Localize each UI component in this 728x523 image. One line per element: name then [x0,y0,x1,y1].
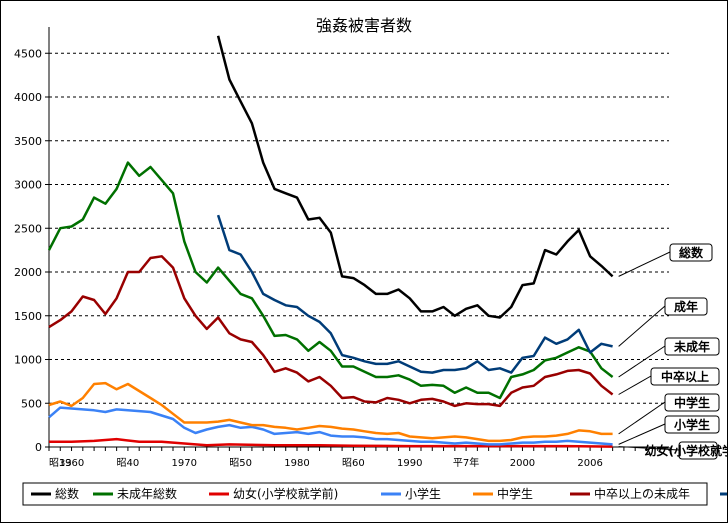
legend-label: 中卒以上の未成年 [594,486,690,501]
legend-label: 小学生 [405,486,441,501]
callout-leader [618,423,666,445]
callout-box [664,393,720,412]
y-tick-label: 0 [35,441,42,454]
y-tick-label: 1000 [14,354,42,367]
legend-label: 幼女(小学校就学前) [233,486,338,501]
callout-leader [618,345,666,378]
x-tick-label: 昭60 [342,457,365,469]
axes: 050010001500200025003000350040004500昭331… [14,27,670,469]
callout-leader [618,401,666,435]
callout-label: 総数 [679,245,704,260]
callout-leader [618,375,652,395]
legend-label: 未成年総数 [117,486,177,501]
series-line-3 [48,406,613,446]
callout-label: 小学生 [674,417,710,432]
callout-box [669,243,713,262]
y-tick-label: 2000 [14,266,42,279]
x-tick-label: 昭50 [229,457,252,469]
y-tick-label: 4000 [14,91,42,104]
callout-leader [618,251,671,277]
callout-label: 幼女(小学校就学前) [645,443,727,458]
callout-label: 中卒以上 [661,369,709,384]
x-tick-label: 1960 [59,458,84,469]
chart-title: 強姦被害者数 [316,16,412,35]
x-tick-label: 1970 [172,458,197,469]
callout-label: 成年 [674,299,698,314]
x-tick-label: 2006 [577,458,602,469]
y-tick-label: 3500 [14,135,42,148]
series-line-1 [47,161,614,400]
series-line-6 [216,214,613,374]
x-tick-label: 昭40 [117,457,140,469]
callout-box [678,441,718,460]
callout-box [650,367,720,386]
x-tick-label: 1990 [397,458,422,469]
legend-box [22,482,708,506]
y-tick-label: 2500 [14,222,42,235]
series-layer [47,35,614,448]
callout-box [664,297,708,316]
callout-label: 未成年 [673,339,710,354]
callout-label: 中学生 [674,395,710,410]
y-tick-label: 1500 [14,310,42,323]
series-line-5 [48,255,614,408]
series-line-0 [216,35,614,319]
callout-leader [618,446,680,451]
y-tick-label: 3000 [14,179,42,192]
series-line-2 [49,437,613,448]
x-tick-label: 昭33 [49,457,72,469]
series-line-4 [48,381,613,443]
callout-box [664,415,720,434]
x-tick-label: 1980 [284,458,309,469]
legend-label: 総数 [55,486,79,501]
legend-label: 中学生 [497,486,533,501]
grid [49,52,669,404]
callout-box [664,337,720,356]
callout-leader [618,305,666,347]
x-tick-label: 2000 [510,458,535,469]
x-tick-label: 平7年 [453,456,479,469]
y-tick-label: 4500 [14,47,42,60]
y-tick-label: 500 [21,397,42,410]
